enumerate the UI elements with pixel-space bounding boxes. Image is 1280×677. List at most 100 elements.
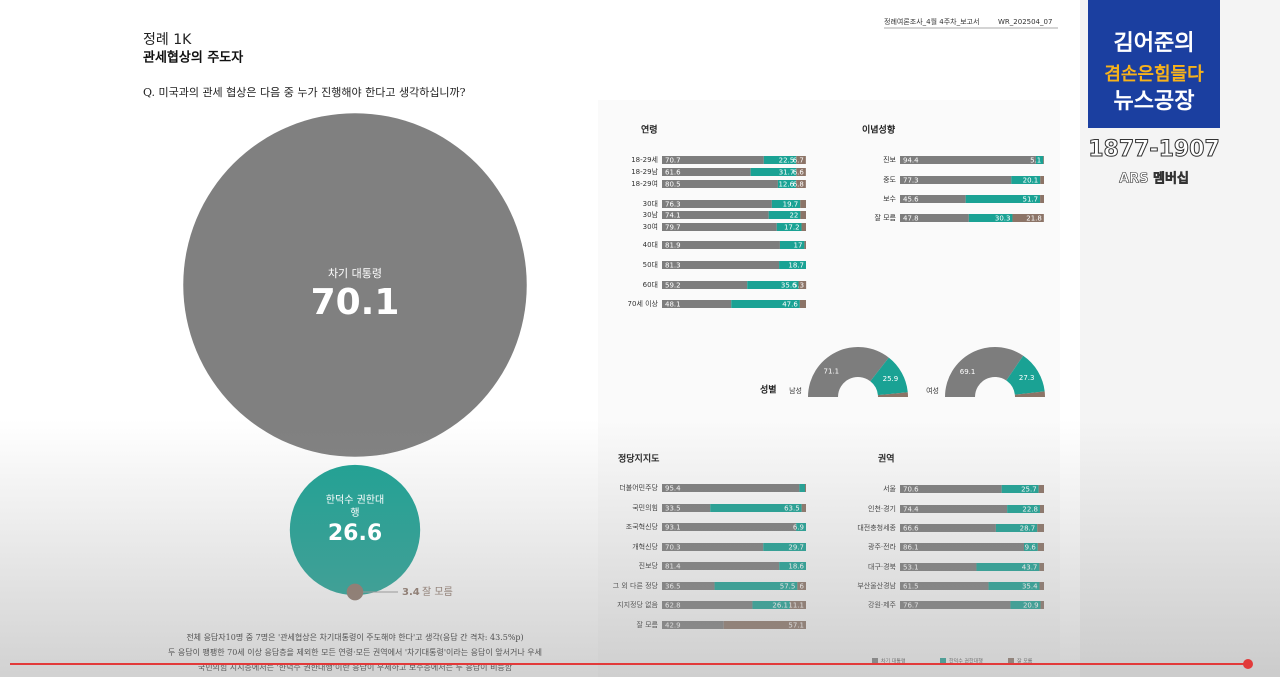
- value-label: 21.8: [1026, 215, 1042, 223]
- chart-title: 성별: [760, 384, 777, 396]
- bar-segment: [662, 300, 732, 308]
- progress-handle: [1243, 659, 1253, 669]
- category-label: 30여: [643, 222, 658, 231]
- bar-segment: [662, 223, 777, 231]
- bar-segment: [796, 180, 806, 188]
- bar-segment: [662, 200, 772, 208]
- value-label: 31.7: [779, 169, 795, 177]
- value-label: 45.6: [903, 196, 919, 204]
- membership: ARS 멤버십: [1119, 171, 1189, 187]
- value-label: 6.7: [793, 157, 804, 165]
- bar-segment: [747, 281, 799, 289]
- bar-segment: [1035, 156, 1044, 164]
- category-label: 18-29남: [631, 167, 658, 176]
- section-label: 정례 1K: [143, 32, 192, 48]
- donut-segment: [945, 347, 1024, 397]
- value-label: 20.1: [1023, 177, 1039, 185]
- bar-segment: [968, 214, 1013, 222]
- title: 관세협상의 주도자: [143, 50, 243, 66]
- donut-segment: [870, 357, 908, 396]
- value-label: 35.6: [781, 282, 797, 290]
- bar-segment: [798, 281, 807, 289]
- logo-text: 뉴스공장: [1114, 89, 1195, 114]
- category-label: 18-29여: [631, 179, 658, 188]
- value-label: 70.7: [665, 157, 681, 165]
- value-label: 80.5: [665, 181, 681, 189]
- bar-segment: [801, 223, 806, 231]
- bar-segment: [900, 214, 969, 222]
- value-label: 18.7: [788, 262, 804, 270]
- phone: 1877-1907: [1088, 137, 1220, 162]
- donut-segment: [808, 346, 889, 397]
- logo-text: 겸손은힘들다: [1104, 64, 1204, 85]
- value-label: 47.8: [903, 215, 919, 223]
- category-label: 60대: [643, 281, 658, 289]
- bar-segment: [1040, 195, 1044, 203]
- report-code: WR_202504_07: [998, 18, 1052, 26]
- bar-segment: [750, 168, 797, 176]
- value-label: 5.3: [793, 282, 804, 290]
- value-label: 22: [789, 212, 798, 220]
- value-label: 81.3: [665, 262, 681, 270]
- value-label: 5.1: [1030, 157, 1041, 165]
- bar-segment: [799, 300, 806, 308]
- category-label: 50대: [643, 261, 658, 269]
- category-label: 남성: [789, 386, 802, 395]
- bar-segment: [796, 168, 806, 176]
- bar-segment: [662, 156, 764, 164]
- category-label: 중도: [883, 176, 896, 184]
- value-label: 79.7: [665, 224, 681, 232]
- value-label: 48.1: [665, 301, 681, 309]
- value-label: 12.6: [778, 181, 794, 189]
- value-label: 47.6: [782, 301, 798, 309]
- bar-segment: [796, 156, 806, 164]
- category-label: 보수: [883, 195, 896, 203]
- category-label: 18-29세: [631, 155, 658, 164]
- bar-segment: [1043, 156, 1044, 164]
- category-label: 30대: [643, 200, 658, 208]
- bar-segment: [779, 261, 806, 269]
- value-label: 6.8: [793, 181, 804, 189]
- bar-segment: [800, 200, 806, 208]
- category-label: 진보: [883, 155, 896, 164]
- bubble-value: 70.1: [310, 282, 400, 323]
- value-label: 69.1: [960, 368, 976, 376]
- donut-segment: [1014, 391, 1045, 397]
- value-label: 59.2: [665, 282, 681, 290]
- bar-segment: [662, 261, 780, 269]
- bar-segment: [662, 281, 748, 289]
- chart-title: 연령: [641, 124, 658, 136]
- logo-text: 김어준의: [1114, 31, 1195, 56]
- bar-segment: [771, 200, 801, 208]
- value-label: 30.3: [995, 215, 1011, 223]
- value-label: 27.3: [1019, 374, 1035, 382]
- bar-segment: [804, 241, 806, 249]
- bar-segment: [1011, 176, 1041, 184]
- value-label: 17: [793, 242, 802, 250]
- value-label: 71.1: [824, 367, 840, 375]
- value-label: 74.1: [665, 212, 681, 220]
- bar-segment: [800, 211, 806, 219]
- bar-segment: [1040, 176, 1044, 184]
- category-label: 40대: [643, 241, 658, 249]
- category-label: 70세 이상: [628, 299, 659, 308]
- bubble-name: 차기 대통령: [327, 267, 383, 280]
- bar-segment: [779, 241, 805, 249]
- report-name: 정례여론조사_4월 4주차_보고서: [884, 17, 979, 26]
- value-label: 25.9: [883, 375, 899, 383]
- bar-segment: [900, 156, 1036, 164]
- chart-title: 이념성향: [862, 124, 896, 136]
- bar-segment: [777, 180, 797, 188]
- bar-segment: [662, 241, 780, 249]
- value-label: 19.7: [783, 201, 799, 209]
- value-label: 22.5: [779, 157, 795, 165]
- category-label: 여성: [926, 386, 939, 395]
- overlay: [0, 420, 1280, 677]
- value-label: 81.9: [665, 242, 681, 250]
- question: Q. 미국과의 관세 협상은 다음 중 누가 진행해야 한다고 생각하십니까?: [143, 85, 466, 99]
- value-label: 51.7: [1023, 196, 1039, 204]
- value-label: 77.3: [903, 177, 919, 185]
- bar-segment: [662, 180, 778, 188]
